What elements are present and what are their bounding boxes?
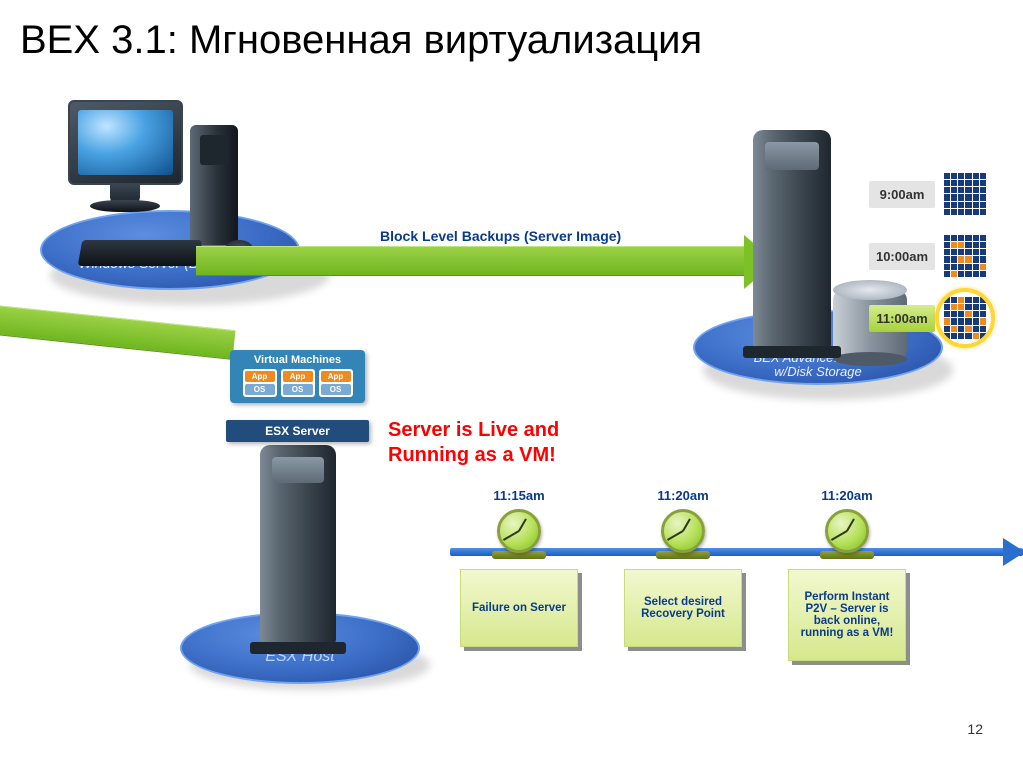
- snapshot-highlight-ring-icon: [935, 288, 995, 348]
- backup-arrow-right-icon: [196, 246, 746, 276]
- live-text-line1: Server is Live and: [388, 419, 559, 441]
- backup-arrow-label: Block Level Backups (Server Image): [380, 228, 621, 244]
- live-status-text: Server is Live and Running as a VM!: [388, 418, 559, 468]
- timeline-card-3: Perform Instant P2V – Server is back onl…: [788, 569, 906, 661]
- timeline-card-2: Select desired Recovery Point: [624, 569, 742, 647]
- esx-tower-icon: [260, 445, 336, 645]
- bex-server-foot: [743, 346, 841, 358]
- esx-tower-foot: [250, 642, 346, 654]
- snapshot-column: 9:00am 10:00am 11:00am: [869, 172, 1013, 358]
- snapshot-grid-wrap: [943, 234, 987, 278]
- clock-icon: [497, 509, 541, 553]
- vm-os-label: OS: [283, 384, 313, 395]
- live-text-line2: Running as a VM!: [388, 444, 556, 466]
- snapshot-row: 10:00am: [869, 234, 1013, 278]
- bex-server-tower-icon: [753, 130, 831, 350]
- timeline-step-3: 11:20am Perform Instant P2V – Server is …: [782, 488, 912, 661]
- vm-panel-title: Virtual Machines: [236, 354, 359, 366]
- timeline-group: 11:15am Failure on Server 11:20am Select…: [440, 488, 1023, 718]
- workstation-monitor-base: [90, 200, 160, 212]
- snapshot-row: 9:00am: [869, 172, 1013, 216]
- timeline-card-1: Failure on Server: [460, 569, 578, 647]
- vm-boxes: App OS App OS App OS: [236, 369, 359, 397]
- vm-os-label: OS: [245, 384, 275, 395]
- bex-label-line2: w/Disk Storage: [774, 364, 861, 379]
- snapshot-grid-icon: [943, 172, 987, 216]
- snapshot-time-label: 11:00am: [869, 305, 935, 332]
- vm-os-label: OS: [321, 384, 351, 395]
- workstation-keyboard-icon: [78, 240, 203, 266]
- vm-box: App OS: [281, 369, 315, 397]
- vm-box: App OS: [319, 369, 353, 397]
- vm-panel: Virtual Machines App OS App OS App OS: [230, 350, 365, 403]
- timeline-time-2: 11:20am: [618, 488, 748, 503]
- vm-app-label: App: [321, 371, 351, 382]
- timeline-time-3: 11:20am: [782, 488, 912, 503]
- snapshot-row: 11:00am: [869, 296, 1013, 340]
- page-number: 12: [967, 721, 983, 737]
- clock-icon: [661, 509, 705, 553]
- vm-app-label: App: [245, 371, 275, 382]
- vm-box: App OS: [243, 369, 277, 397]
- vm-app-label: App: [283, 371, 313, 382]
- snapshot-time-label: 10:00am: [869, 243, 935, 270]
- workstation-tower-icon: [190, 125, 238, 245]
- timeline-step-1: 11:15am Failure on Server: [454, 488, 584, 647]
- snapshot-grid-icon: [943, 234, 987, 278]
- workstation-monitor-icon: [68, 100, 183, 185]
- snapshot-time-label: 9:00am: [869, 181, 935, 208]
- esx-server-bar: ESX Server: [226, 420, 369, 442]
- slide-title: BEX 3.1: Мгновенная виртуализация: [20, 18, 702, 63]
- snapshot-grid-wrap: [943, 296, 987, 340]
- timeline-time-1: 11:15am: [454, 488, 584, 503]
- timeline-step-2: 11:20am Select desired Recovery Point: [618, 488, 748, 647]
- snapshot-grid-wrap: [943, 172, 987, 216]
- esx-label: ESX Host: [182, 650, 418, 678]
- esx-host-group: ESX Host Virtual Machines AppOS AppOS Ap…: [180, 360, 440, 700]
- clock-icon: [825, 509, 869, 553]
